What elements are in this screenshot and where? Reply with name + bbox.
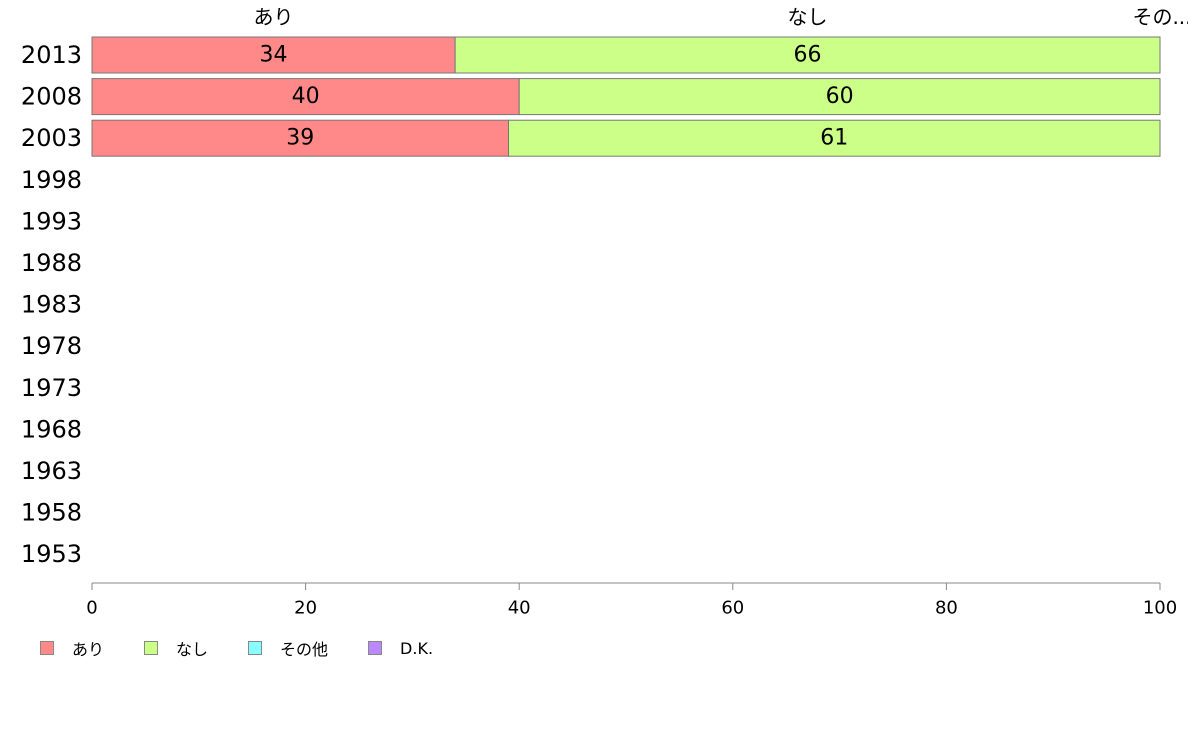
- legend: あり なし その他 D.K.: [40, 636, 473, 660]
- bar-segment: [91, 78, 520, 116]
- legend-swatch: [248, 641, 263, 655]
- top-segment-label: なし: [788, 5, 828, 29]
- category-label: 2013: [21, 41, 82, 69]
- legend-label: その他: [280, 640, 329, 659]
- data-label: 61: [820, 126, 848, 151]
- legend-item: あり: [40, 636, 104, 660]
- category-label: 1968: [21, 415, 82, 443]
- legend-swatch: [368, 641, 383, 655]
- category-label: 1953: [21, 540, 82, 568]
- top-segment-label: その...: [1132, 5, 1188, 29]
- category-label: 2003: [21, 124, 82, 152]
- category-label: 1988: [21, 249, 82, 277]
- x-tick-label: 20: [294, 598, 317, 619]
- legend-label: なし: [176, 640, 209, 659]
- legend-swatch: [144, 641, 159, 655]
- legend-label: あり: [72, 640, 105, 659]
- x-tick-label: 80: [935, 598, 958, 619]
- bar-segment: [454, 36, 1161, 74]
- stacked-bar-chart: 2013 2008 2003 1998 1993 1988 1983 1978 1973 1968…: [21, 5, 1188, 619]
- category-label: 1998: [21, 166, 82, 194]
- category-label: 1963: [21, 457, 82, 485]
- data-label: 39: [286, 126, 314, 151]
- legend-item: その他: [248, 636, 328, 660]
- category-label: 1978: [21, 332, 82, 360]
- data-label: 34: [260, 43, 288, 68]
- data-label: 66: [794, 43, 822, 68]
- x-tick-label: 60: [721, 598, 744, 619]
- category-label: 1983: [21, 291, 82, 319]
- x-tick-label: 40: [508, 598, 531, 619]
- bar-segment: [91, 119, 510, 157]
- data-label: 40: [292, 84, 320, 109]
- data-label: 60: [826, 84, 854, 109]
- legend-item: D.K.: [368, 639, 433, 658]
- legend-label: D.K.: [400, 638, 434, 658]
- category-label: 2008: [21, 83, 82, 111]
- x-tick-label: 0: [86, 598, 97, 619]
- bar-segment: [508, 119, 1161, 157]
- x-tick-label: 100: [1143, 598, 1177, 619]
- category-label: 1993: [21, 207, 82, 235]
- bar-segment: [91, 36, 456, 74]
- category-label: 1973: [21, 374, 82, 402]
- bar-segment: [518, 78, 1161, 116]
- category-label: 1958: [21, 499, 82, 527]
- legend-item: なし: [144, 636, 208, 660]
- top-segment-label: あり: [254, 5, 294, 29]
- legend-swatch: [40, 641, 54, 655]
